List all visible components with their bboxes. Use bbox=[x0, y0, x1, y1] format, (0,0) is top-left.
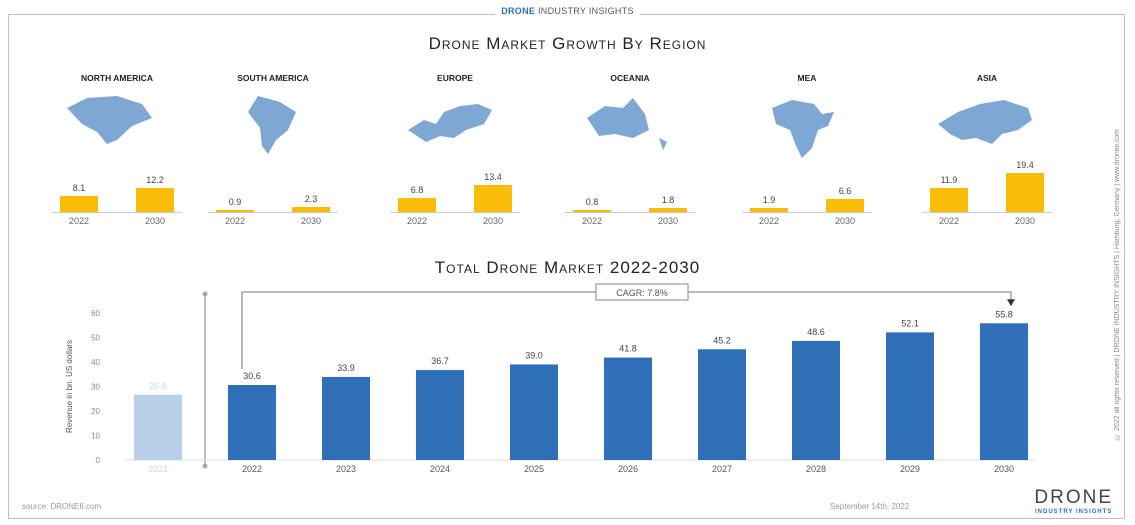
logo-sub: INDUSTRY INSIGHTS bbox=[1035, 509, 1113, 515]
source-note: source: DRONEII.com bbox=[22, 502, 102, 511]
region-baseline bbox=[52, 212, 182, 213]
region-value-label: 1.8 bbox=[661, 195, 675, 206]
region-value-label: 6.8 bbox=[410, 185, 424, 196]
region-year-label: 2022 bbox=[758, 216, 780, 226]
region-year-label: 2030 bbox=[144, 216, 166, 226]
oceania-map-icon bbox=[587, 98, 667, 150]
north-america-map-icon bbox=[67, 96, 152, 144]
region-bar-2030 bbox=[1006, 173, 1044, 212]
region-value-label: 13.4 bbox=[484, 172, 502, 183]
region-bar-2030 bbox=[292, 207, 330, 212]
region-bar-2022 bbox=[398, 198, 436, 212]
region-bar-2030 bbox=[826, 198, 864, 212]
region-year-label: 2022 bbox=[581, 216, 603, 226]
region-bar-2030 bbox=[136, 187, 174, 212]
region-value-label: 0.9 bbox=[228, 197, 242, 207]
region-value-label: 11.9 bbox=[940, 175, 958, 186]
brand-bold: DRONE bbox=[501, 6, 536, 16]
mea-map-icon bbox=[772, 100, 834, 158]
region-baseline bbox=[565, 212, 695, 213]
region-value-label: 6.6 bbox=[838, 185, 852, 196]
header-brand: DRONE INDUSTRY INSIGHTS bbox=[0, 6, 1135, 16]
region-year-label: 2030 bbox=[482, 216, 504, 226]
region-year-label: 2030 bbox=[834, 216, 856, 226]
region-chart-europe: EUROPE 6.8 2022 13.4 2030 bbox=[390, 70, 520, 230]
region-value-label: 1.9 bbox=[762, 195, 776, 206]
region-bar-2022 bbox=[930, 188, 968, 212]
region-bar-2022 bbox=[573, 210, 611, 212]
region-year-label: 2022 bbox=[406, 216, 428, 226]
south-america-map-icon bbox=[248, 96, 296, 154]
drone-logo: DRONE INDUSTRY INSIGHTS bbox=[1034, 487, 1113, 515]
region-chart-north-america: NORTH AMERICA 8.1 2022 12.2 2030 bbox=[52, 70, 182, 230]
brand-rest: INDUSTRY INSIGHTS bbox=[535, 6, 634, 16]
region-name: ASIA bbox=[976, 73, 998, 83]
logo-main: DRONE bbox=[1034, 487, 1113, 508]
region-bar-2022 bbox=[750, 208, 788, 212]
europe-map-icon-shape bbox=[408, 104, 492, 142]
mea-map-icon-shape bbox=[772, 100, 834, 158]
region-chart-oceania: OCEANIA 0.8 2022 1.8 2030 bbox=[565, 70, 695, 230]
region-baseline bbox=[390, 212, 520, 213]
region-bar-2022 bbox=[216, 210, 254, 212]
region-name: EUROPE bbox=[437, 73, 473, 83]
region-year-label: 2030 bbox=[300, 216, 322, 226]
region-name: OCEANIA bbox=[610, 73, 650, 83]
region-baseline bbox=[922, 212, 1052, 213]
asia-map-icon-shape bbox=[938, 100, 1032, 144]
region-value-label: 12.2 bbox=[146, 174, 164, 185]
region-year-label: 2022 bbox=[68, 216, 90, 226]
region-baseline bbox=[208, 212, 338, 213]
region-chart-asia: ASIA 11.9 2022 19.4 2030 bbox=[922, 70, 1052, 230]
oceania-map-icon-shape bbox=[587, 98, 667, 150]
region-name: NORTH AMERICA bbox=[81, 73, 153, 83]
region-chart-title: Drone Market Growth By Region bbox=[428, 34, 707, 53]
region-name: MEA bbox=[797, 73, 817, 83]
region-chart-mea: MEA 1.9 2022 6.6 2030 bbox=[742, 70, 872, 230]
region-year-label: 2030 bbox=[657, 216, 679, 226]
date-note: September 14th, 2022 bbox=[830, 502, 910, 511]
region-value-label: 0.8 bbox=[585, 197, 599, 207]
region-year-label: 2030 bbox=[1014, 216, 1036, 226]
region-year-label: 2022 bbox=[938, 216, 960, 226]
region-value-label: 2.3 bbox=[304, 194, 318, 205]
europe-map-icon bbox=[408, 104, 492, 142]
south-america-map-icon-shape bbox=[248, 96, 296, 154]
region-bar-2022 bbox=[60, 195, 98, 212]
region-bar-2030 bbox=[474, 185, 512, 212]
region-value-label: 19.4 bbox=[1016, 160, 1034, 171]
copyright-side-text: © 2022 all rights reserved | DRONE INDUS… bbox=[1114, 129, 1121, 441]
region-chart-south-america: SOUTH AMERICA 0.9 2022 2.3 2030 bbox=[208, 70, 338, 230]
north-america-map-icon-shape bbox=[67, 96, 152, 144]
region-name: SOUTH AMERICA bbox=[237, 73, 309, 83]
region-year-label: 2022 bbox=[224, 216, 246, 226]
total-chart-title: Total Drone Market 2022-2030 bbox=[434, 258, 701, 277]
region-bar-2030 bbox=[649, 208, 687, 212]
region-baseline bbox=[742, 212, 872, 213]
asia-map-icon bbox=[938, 100, 1032, 144]
region-value-label: 8.1 bbox=[72, 182, 86, 193]
